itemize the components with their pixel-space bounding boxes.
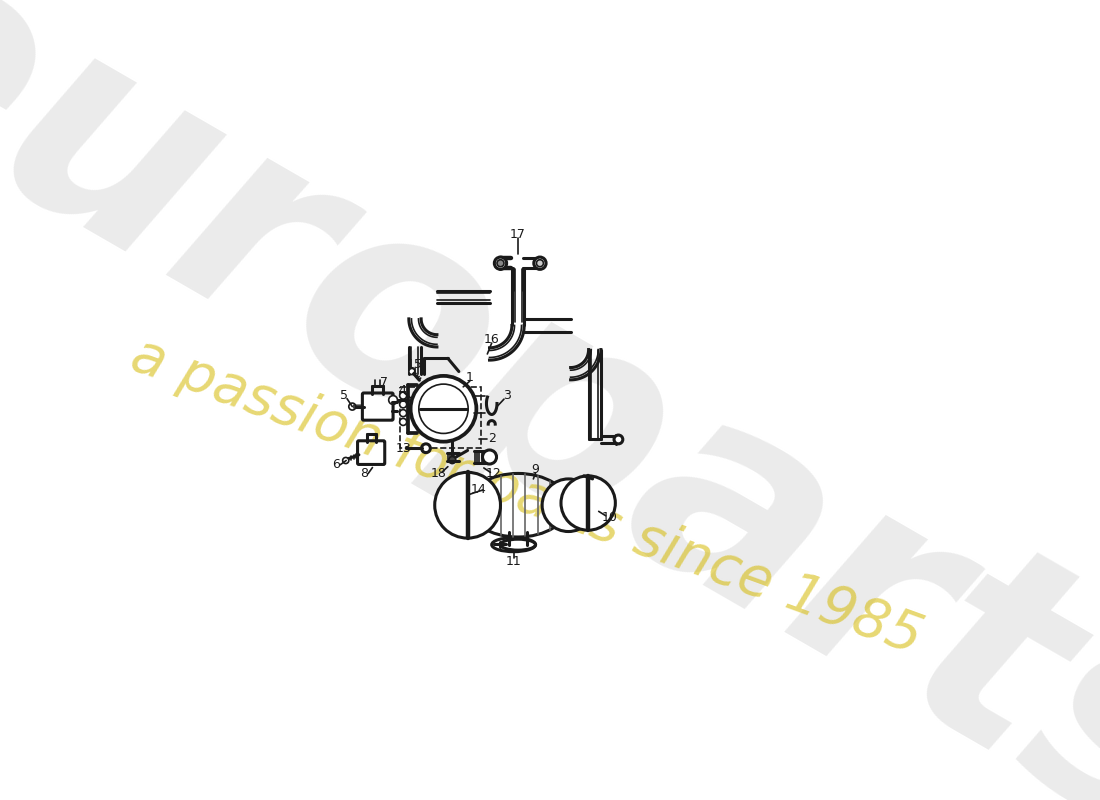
Circle shape (399, 392, 407, 399)
Circle shape (537, 260, 543, 266)
Circle shape (497, 260, 504, 266)
Circle shape (614, 435, 623, 444)
Text: 4: 4 (398, 384, 406, 397)
Circle shape (399, 410, 407, 417)
Bar (399, 387, 481, 448)
Circle shape (388, 396, 397, 404)
Text: 13: 13 (396, 442, 411, 454)
Circle shape (542, 479, 595, 531)
Text: 5: 5 (340, 389, 348, 402)
Circle shape (399, 418, 407, 426)
Circle shape (434, 472, 500, 538)
Text: 1: 1 (466, 370, 474, 384)
Circle shape (409, 369, 415, 374)
Circle shape (410, 376, 476, 442)
Circle shape (494, 257, 507, 270)
Text: 16: 16 (484, 333, 499, 346)
Text: 18: 18 (430, 467, 447, 480)
Text: 15: 15 (407, 358, 422, 370)
Text: 3: 3 (503, 389, 512, 402)
Text: 17: 17 (510, 228, 526, 241)
Text: 9: 9 (531, 462, 539, 476)
Circle shape (561, 476, 615, 530)
Text: 6: 6 (332, 458, 340, 471)
Text: 12: 12 (486, 467, 502, 480)
Circle shape (419, 384, 469, 434)
Text: 14: 14 (471, 483, 486, 496)
Text: 10: 10 (602, 511, 618, 524)
Circle shape (449, 457, 455, 463)
Text: 8: 8 (361, 467, 368, 480)
Circle shape (483, 450, 496, 464)
Text: 7: 7 (381, 376, 388, 389)
Text: 11: 11 (506, 555, 521, 568)
Circle shape (421, 444, 430, 453)
Circle shape (343, 458, 349, 463)
Text: a passion for parts since 1985: a passion for parts since 1985 (124, 328, 929, 665)
Circle shape (399, 401, 407, 408)
Circle shape (349, 403, 355, 410)
Text: 2: 2 (487, 432, 496, 445)
Circle shape (534, 257, 546, 270)
